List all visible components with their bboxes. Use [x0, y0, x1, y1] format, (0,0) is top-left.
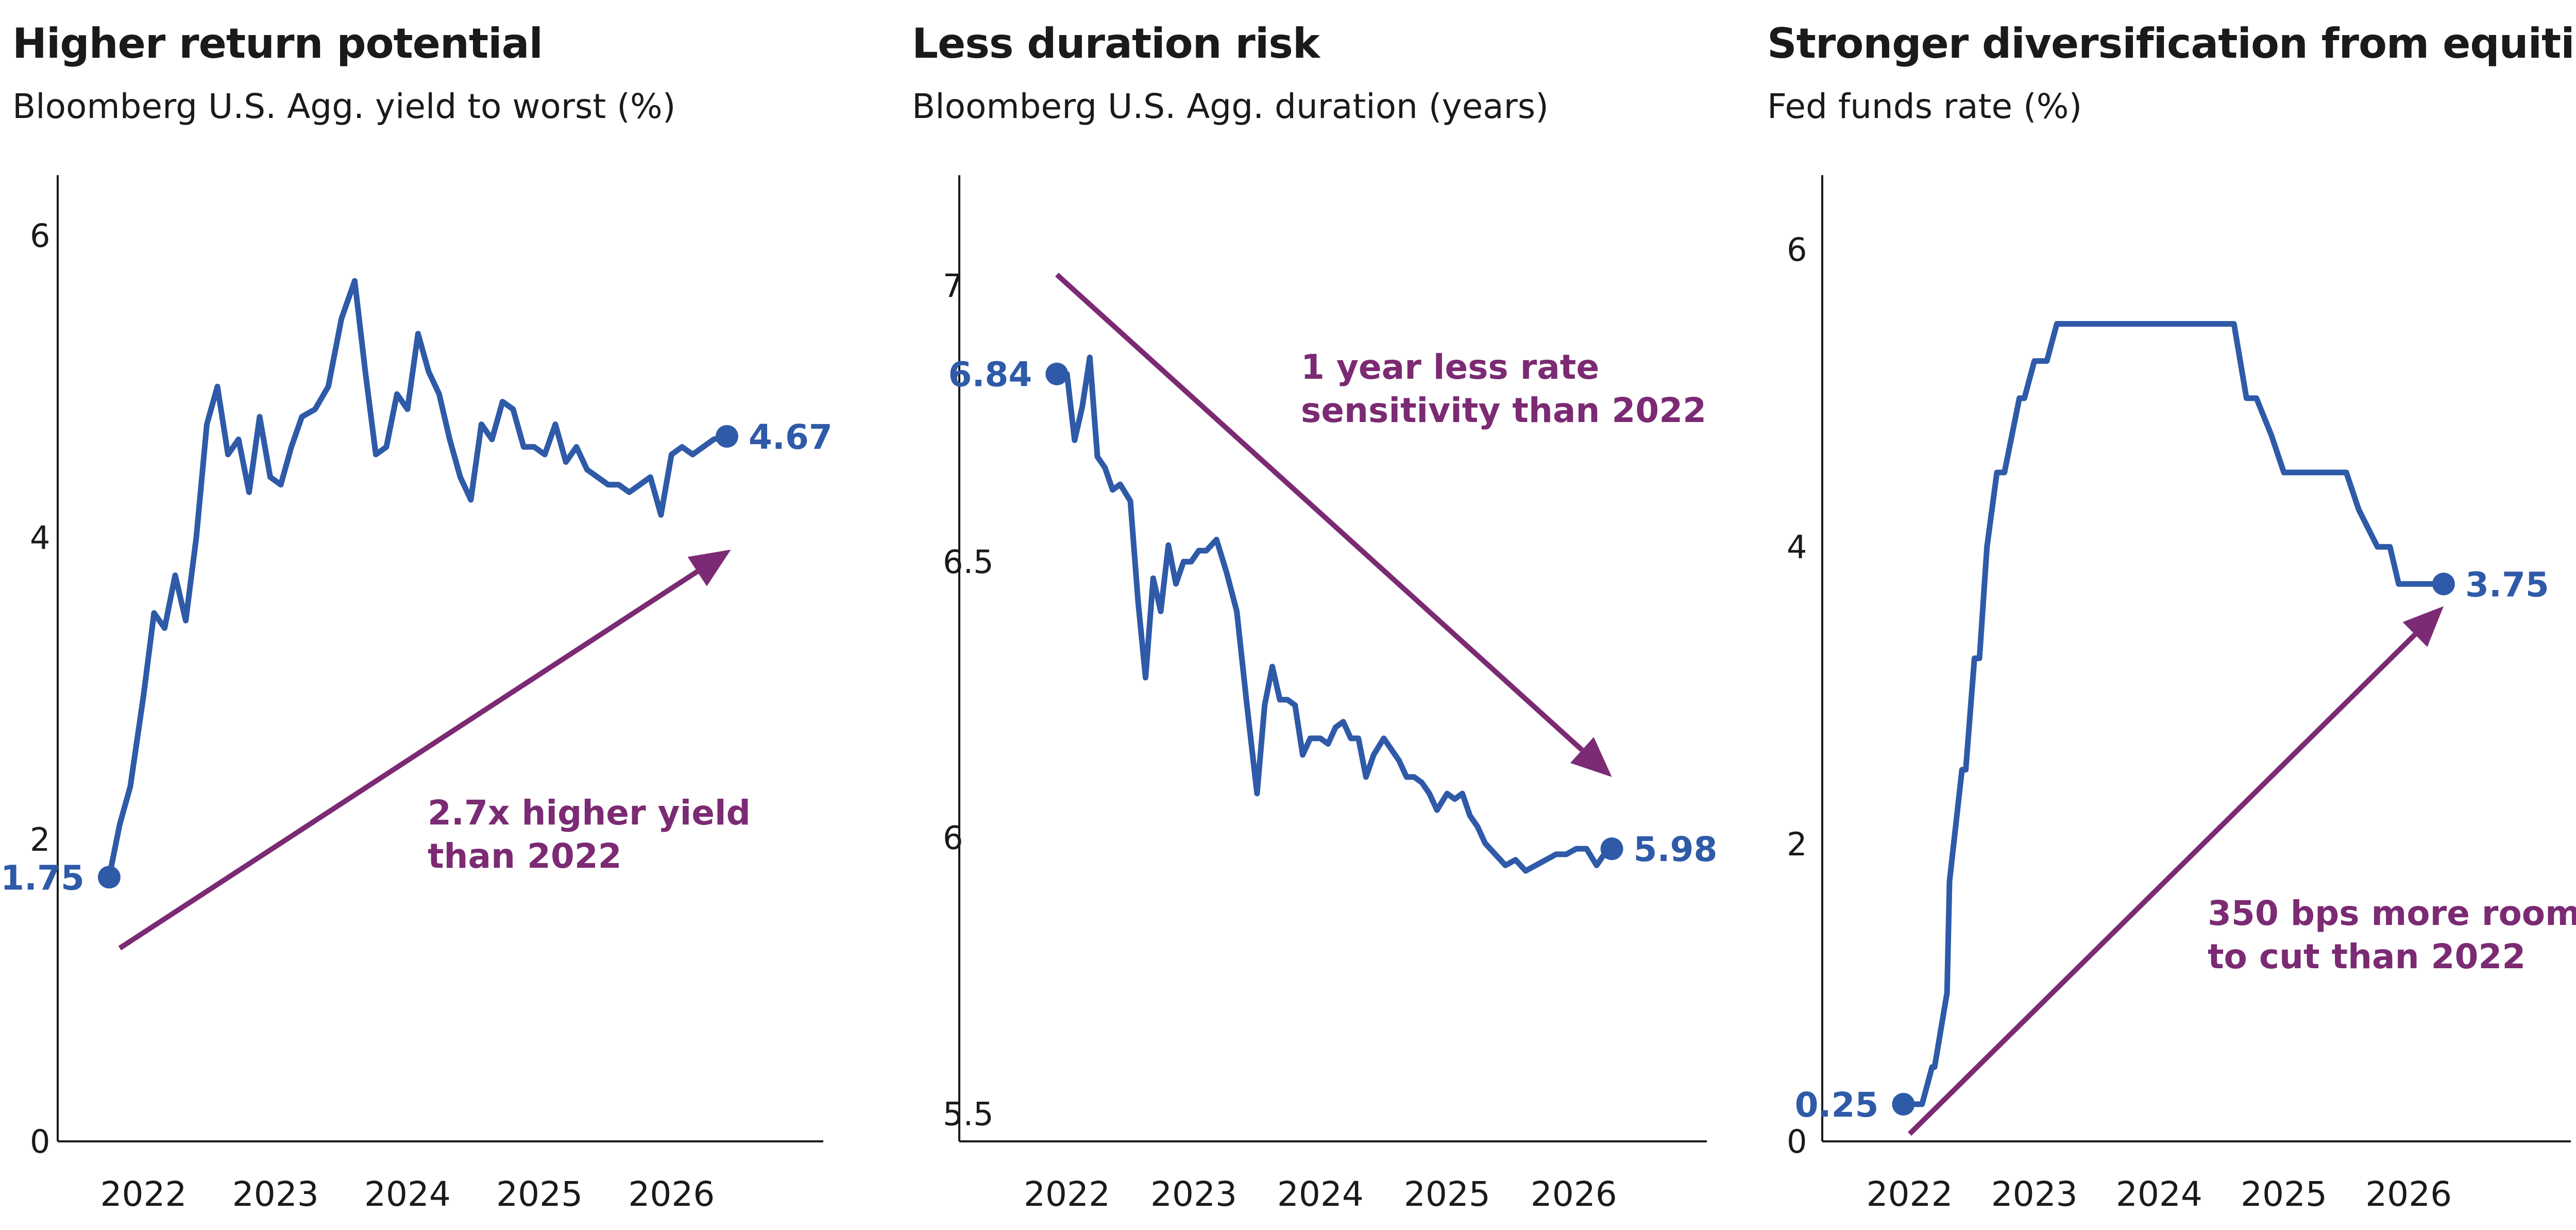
x-tick-label: 2026 [628, 1174, 715, 1214]
series-line [1054, 355, 1615, 874]
x-tick-label: 2025 [496, 1174, 583, 1214]
x-tick-label: 2022 [100, 1174, 187, 1214]
annotation-text: 2.7x higher yield [428, 793, 751, 833]
y-tick-label: 2 [1787, 825, 1807, 863]
x-tick-label: 2023 [1991, 1174, 2078, 1214]
y-tick-label: 6.5 [943, 543, 994, 581]
series-line [1900, 321, 2447, 1107]
data-point-marker [97, 866, 121, 889]
y-tick-label: 2 [30, 821, 50, 858]
series-line [106, 278, 730, 880]
chart-panel-fed-funds: Stronger diversification from equities F… [1752, 0, 2576, 1230]
x-tick-label: 2025 [1404, 1174, 1490, 1214]
x-tick-label: 2023 [232, 1174, 319, 1214]
chart-subtitle: Fed funds rate (%) [1767, 87, 2082, 126]
x-tick-label: 2022 [1867, 1174, 1953, 1214]
y-tick-label: 4 [30, 519, 50, 557]
x-tick-label: 2024 [364, 1174, 451, 1214]
annotation-text: 1 year less rate [1301, 347, 1599, 387]
data-point-marker [1600, 837, 1623, 861]
data-label: 3.75 [2465, 565, 2549, 604]
y-tick-label: 0 [30, 1123, 50, 1160]
annotation-arrow-shaft [1908, 632, 2417, 1136]
data-label: 0.25 [1795, 1085, 1879, 1125]
annotation-text: than 2022 [428, 836, 622, 876]
data-label: 6.84 [948, 355, 1032, 395]
y-tick-label: 6 [30, 217, 50, 255]
chart-subtitle: Bloomberg U.S. Agg. yield to worst (%) [12, 87, 676, 126]
x-tick-label: 2023 [1150, 1174, 1237, 1214]
annotation-arrow-shaft [118, 569, 699, 951]
y-tick-label: 4 [1787, 528, 1807, 566]
data-label: 1.75 [1, 858, 84, 898]
y-tick-label: 7 [943, 267, 963, 305]
chart-panel-yield: Higher return potential Bloomberg U.S. A… [0, 0, 876, 1230]
chart-panel-duration: Less duration risk Bloomberg U.S. Agg. d… [886, 0, 1752, 1230]
data-point-marker [715, 425, 738, 448]
data-point-marker [1045, 362, 1069, 385]
chart-title: Stronger diversification from equities [1767, 20, 2576, 68]
data-label: 4.67 [749, 417, 833, 457]
annotation-arrow-head [2402, 606, 2444, 647]
x-tick-label: 2022 [1024, 1174, 1110, 1214]
data-point-marker [1892, 1092, 1915, 1116]
chart-subtitle: Bloomberg U.S. Agg. duration (years) [912, 87, 1549, 126]
annotation-arrow-shaft [1055, 273, 1584, 752]
y-tick-label: 5.5 [943, 1095, 994, 1133]
x-tick-label: 2026 [2365, 1174, 2452, 1214]
chart-title: Higher return potential [12, 20, 543, 68]
data-point-marker [2432, 572, 2455, 596]
annotation-arrow-head [1570, 737, 1612, 777]
data-label: 5.98 [1634, 830, 1718, 869]
x-tick-label: 2025 [2241, 1174, 2327, 1214]
x-tick-label: 2024 [1277, 1174, 1364, 1214]
chart-title: Less duration risk [912, 20, 1320, 68]
annotation-arrow-head [687, 549, 731, 586]
annotation-text: 350 bps more room [2208, 894, 2576, 933]
y-tick-label: 0 [1787, 1123, 1807, 1160]
annotation-text: to cut than 2022 [2208, 937, 2526, 976]
y-tick-label: 6 [943, 819, 963, 857]
y-tick-label: 6 [1787, 231, 1807, 268]
x-tick-label: 2026 [1531, 1174, 1617, 1214]
x-tick-label: 2024 [2116, 1174, 2202, 1214]
annotation-text: sensitivity than 2022 [1301, 391, 1706, 430]
